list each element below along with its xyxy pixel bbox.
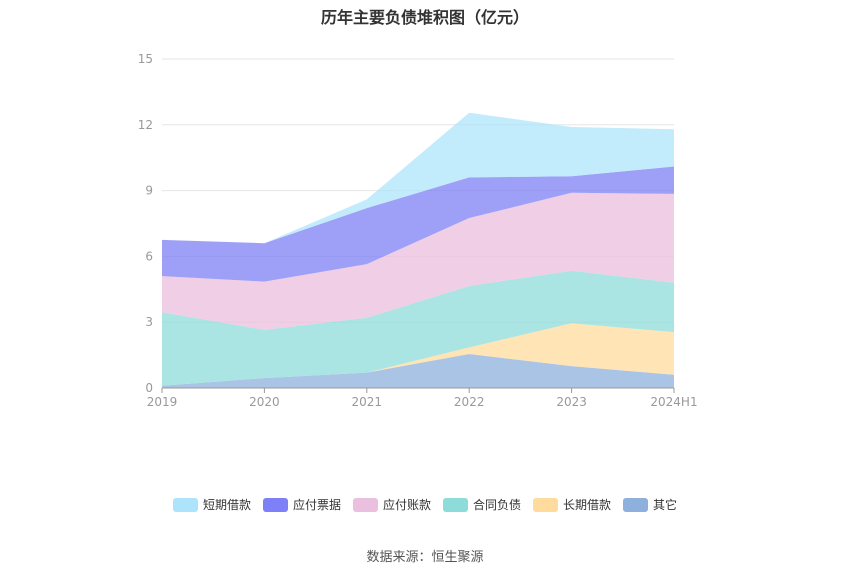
- area-series-3: [162, 270, 674, 386]
- x-tick-label: 2019: [147, 395, 178, 409]
- legend-swatch: [262, 497, 288, 512]
- area-series: [162, 112, 674, 388]
- legend-label: 应付账款: [382, 498, 431, 512]
- area-series-5: [162, 166, 674, 282]
- legend-item[interactable]: 合同负债: [443, 496, 521, 513]
- legend-swatch: [443, 497, 468, 512]
- area-series-6: [162, 112, 674, 244]
- legend-swatch: [623, 497, 649, 512]
- y-tick-label: 6: [145, 249, 153, 263]
- x-tick-label: 2022: [454, 395, 485, 409]
- legend-item[interactable]: 长期借款: [533, 496, 611, 513]
- y-tick-label: 0: [145, 381, 153, 395]
- legend-label: 长期借款: [563, 498, 612, 512]
- area-series-1: [162, 354, 674, 388]
- chart-title: 历年主要负债堆积图（亿元）: [320, 8, 529, 27]
- legend-swatch: [533, 497, 559, 512]
- legend-swatch: [352, 497, 378, 512]
- legend-label: 合同负债: [473, 498, 522, 512]
- area-series-4: [162, 192, 674, 330]
- y-tick-label: 12: [138, 118, 153, 132]
- y-tick-label: 15: [138, 52, 153, 66]
- y-tick-label: 3: [145, 315, 153, 329]
- y-tick-label: 9: [145, 184, 153, 198]
- legend-label: 应付票据: [292, 498, 341, 512]
- area-series-2: [162, 323, 674, 386]
- legend-item[interactable]: 应付票据: [262, 496, 341, 513]
- x-tick-label: 2024H1: [650, 395, 697, 409]
- legend-label: 短期借款: [202, 498, 251, 512]
- legend-swatch: [172, 497, 198, 512]
- legend-label: 其它: [653, 498, 678, 512]
- legend: 短期借款 应付票据 应付账款 合同负债 长期借款 其它: [0, 496, 850, 513]
- x-tick-label: 2023: [556, 395, 587, 409]
- x-tick-label: 2020: [249, 395, 280, 409]
- data-source-note: 数据来源：恒生聚源: [366, 550, 484, 565]
- stacked-area-chart: 0 3 6 9 12 15 2019 2020 2021 2022 2023 2024H1: [138, 52, 698, 409]
- x-tick-label: 2021: [352, 395, 383, 409]
- axes: 0 3 6 9 12 15 2019 2020 2021 2022 2023 2024H1: [138, 52, 698, 409]
- legend-item[interactable]: 应付账款: [352, 496, 431, 513]
- legend-item[interactable]: 短期借款: [172, 496, 251, 513]
- legend-item[interactable]: 其它: [623, 496, 677, 513]
